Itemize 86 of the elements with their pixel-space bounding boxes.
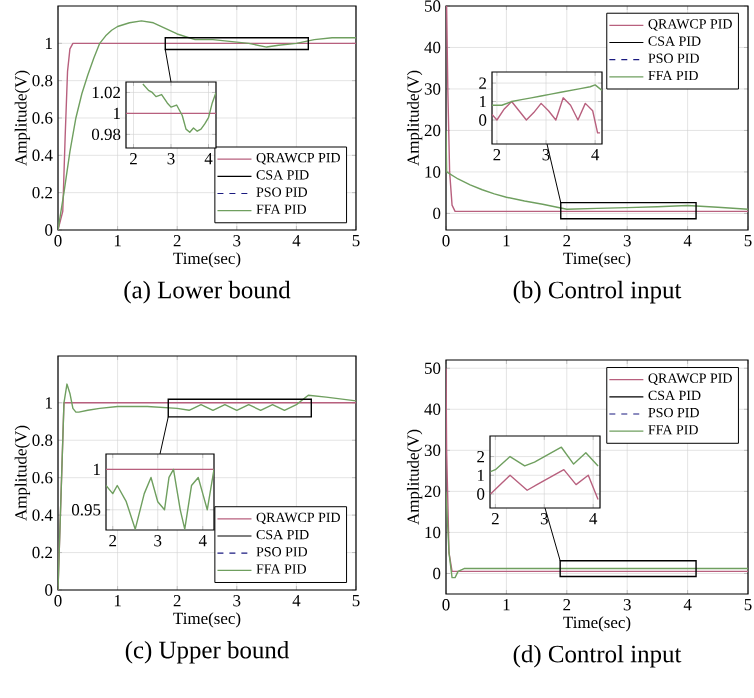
- x-tick-label: 5: [352, 595, 360, 607]
- text: (b) Control input: [513, 280, 682, 304]
- line-series: [490, 446, 599, 473]
- y-tick-label: 30: [424, 83, 441, 95]
- y-tick-label: 0.2: [32, 186, 53, 199]
- y-tick-label: 50: [424, 362, 441, 374]
- x-tick-label: 2: [173, 235, 181, 247]
- y-tick-label: 0.2: [32, 546, 53, 559]
- y-tick-label: 0.8: [32, 74, 53, 87]
- line-series: [446, 129, 749, 210]
- y-tick-label: 1: [45, 37, 52, 49]
- y-axis-title: Amplitude(V): [14, 70, 31, 166]
- x-tick-label: 4: [292, 595, 301, 607]
- line-series: [492, 97, 601, 134]
- y-tick-label: 1.02: [92, 86, 121, 99]
- y-tick-label: 30: [424, 444, 441, 457]
- y-axis-title: Amplitude(V): [406, 429, 423, 525]
- x-tick-label: 2: [493, 149, 501, 161]
- x-tick-label: 0: [54, 235, 62, 247]
- y-tick-label: 1: [45, 397, 52, 409]
- y-axis-title: Amplitude(V): [14, 425, 31, 521]
- x-axis-title: Time(sec): [173, 612, 241, 628]
- x-axis-title: Time(sec): [563, 616, 631, 632]
- y-tick-label: 0: [433, 207, 441, 220]
- x-tick-label: 2: [130, 153, 137, 165]
- x-tick-label: 0: [54, 595, 62, 607]
- y-tick-label: 40: [424, 41, 441, 54]
- y-tick-label: 1: [477, 469, 484, 481]
- y-tick-label: 0: [477, 488, 485, 500]
- y-tick-label: 0.8: [32, 434, 53, 446]
- line-series: [142, 83, 216, 133]
- x-tick-label: 4: [683, 599, 692, 611]
- x-tick-label: 3: [233, 595, 241, 607]
- y-tick-label: 20: [424, 485, 441, 498]
- line-series: [490, 468, 599, 501]
- x-tick-label: 0: [442, 599, 450, 611]
- y-tick-label: 0.6: [32, 112, 53, 124]
- x-tick-label: 4: [589, 513, 598, 525]
- y-tick-label: 40: [424, 403, 441, 415]
- x-tick-label: 3: [540, 513, 548, 525]
- x-tick-label: 3: [233, 235, 241, 247]
- x-tick-label: 4: [198, 535, 207, 547]
- x-tick-label: 2: [563, 235, 571, 247]
- x-tick-label: 3: [167, 153, 175, 165]
- y-tick-label: 1: [479, 95, 486, 108]
- text: (c) Upper bound: [125, 640, 289, 664]
- y-tick-label: 0.6: [32, 471, 53, 484]
- y-tick-label: 50: [424, 0, 441, 12]
- y-tick-label: 0.98: [91, 128, 121, 141]
- x-tick-label: 2: [491, 513, 499, 525]
- y-tick-label: 10: [425, 526, 441, 539]
- x-tick-label: 4: [591, 149, 600, 161]
- y-tick-label: 0.4: [32, 149, 53, 162]
- text: (a) Lower bound: [124, 280, 291, 304]
- y-tick-label: 0: [45, 584, 53, 596]
- line-series: [106, 468, 214, 530]
- x-axis-title: Time(sec): [173, 252, 241, 268]
- x-axis-title: Time(sec): [563, 252, 631, 268]
- x-tick-label: 4: [683, 235, 692, 247]
- x-tick-label: 2: [563, 599, 571, 611]
- x-tick-label: 5: [352, 235, 360, 247]
- x-tick-label: 5: [744, 235, 752, 247]
- x-tick-label: 5: [744, 599, 752, 611]
- y-axis-title: Amplitude(V): [406, 70, 423, 166]
- y-tick-label: 0.4: [32, 509, 53, 521]
- x-tick-label: 0: [442, 235, 450, 247]
- x-tick-label: 1: [503, 235, 510, 247]
- y-tick-label: 0.95: [71, 504, 101, 516]
- x-tick-label: 4: [204, 153, 213, 165]
- x-tick-label: 1: [503, 599, 510, 611]
- x-tick-label: 3: [623, 599, 631, 611]
- text: (d) Control input: [513, 644, 682, 668]
- y-tick-label: 0: [433, 567, 441, 580]
- x-tick-label: 3: [154, 535, 162, 547]
- y-tick-label: 1: [93, 463, 100, 475]
- y-tick-label: 0: [479, 114, 487, 126]
- x-tick-label: 4: [292, 235, 301, 247]
- y-tick-label: 10: [425, 166, 441, 178]
- y-tick-label: 2: [477, 450, 485, 463]
- y-tick-label: 2: [479, 77, 487, 89]
- y-tick-label: 20: [424, 124, 441, 137]
- x-tick-label: 3: [542, 149, 550, 161]
- y-tick-label: 1: [113, 107, 120, 120]
- y-tick-label: 0: [45, 224, 53, 236]
- x-tick-label: 3: [623, 235, 631, 247]
- x-tick-label: 2: [173, 595, 181, 607]
